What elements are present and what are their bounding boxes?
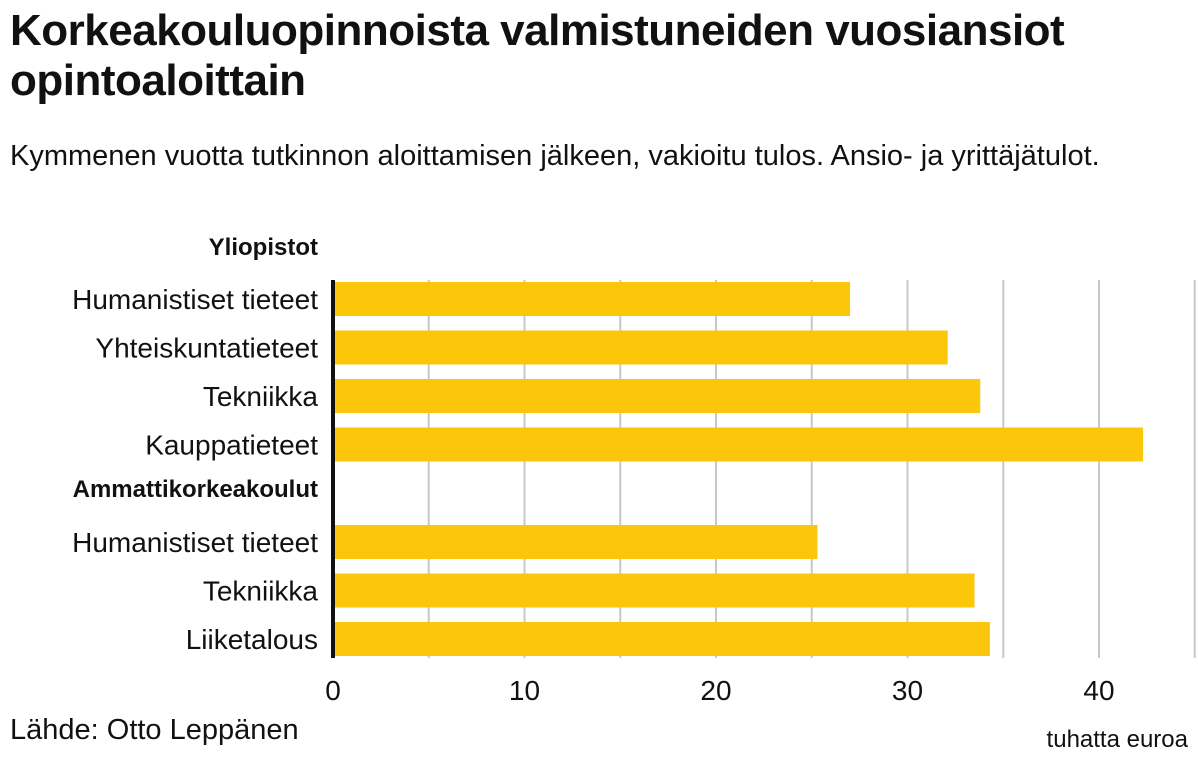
bar bbox=[333, 525, 818, 559]
x-tick-label: 40 bbox=[1083, 675, 1114, 706]
bar bbox=[333, 330, 948, 365]
bar bbox=[333, 573, 975, 608]
category-label: Liiketalous bbox=[186, 624, 318, 655]
bar bbox=[333, 622, 990, 656]
x-axis: 0 10 20 30 40 tuhatta euroa bbox=[325, 675, 1188, 753]
x-tick-label: 0 bbox=[325, 675, 341, 706]
category-label: Yhteiskuntatieteet bbox=[95, 333, 318, 364]
bars bbox=[333, 282, 1144, 656]
category-label: Tekniikka bbox=[203, 381, 319, 412]
x-tick-label: 30 bbox=[892, 675, 923, 706]
source-note: Lähde: Otto Leppänen bbox=[10, 714, 299, 746]
category-labels: Yliopistot Humanistiset tieteet Yhteiskunt… bbox=[72, 234, 318, 655]
x-axis-unit-label: tuhatta euroa bbox=[1047, 726, 1189, 753]
group-label: Ammattikorkeakoulut bbox=[73, 476, 318, 503]
category-label: Tekniikka bbox=[203, 576, 319, 607]
category-label: Humanistiset tieteet bbox=[72, 284, 318, 315]
bar bbox=[333, 282, 851, 316]
chart-subtitle: Kymmenen vuotta tutkinnon aloittamisen j… bbox=[10, 140, 1100, 172]
bar bbox=[333, 427, 1144, 462]
chart-title: Korkeakouluopinnoista valmistuneiden vuo… bbox=[10, 6, 1065, 105]
x-tick-label: 10 bbox=[509, 675, 540, 706]
x-tick-label: 20 bbox=[700, 675, 731, 706]
group-label: Yliopistot bbox=[209, 234, 318, 261]
bar bbox=[333, 379, 981, 413]
category-label: Humanistiset tieteet bbox=[72, 527, 318, 558]
category-label: Kauppatieteet bbox=[145, 430, 318, 461]
